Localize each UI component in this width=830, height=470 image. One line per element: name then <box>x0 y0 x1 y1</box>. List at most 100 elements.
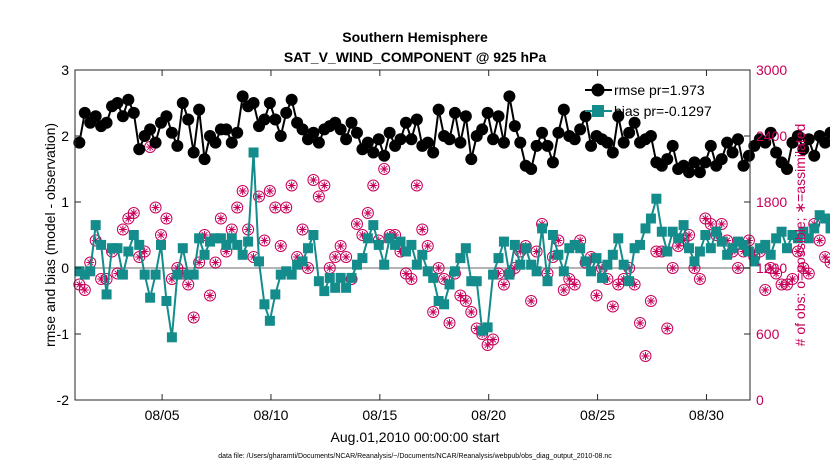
y-tick-label: 3 <box>61 62 69 78</box>
rmse-point <box>601 136 614 149</box>
bias-point <box>156 239 167 250</box>
bias-point <box>368 220 379 231</box>
bias-point <box>618 259 629 270</box>
obs-assimilated-point <box>527 297 536 305</box>
bias-point <box>515 259 526 270</box>
obs-assimilated-point <box>396 247 405 256</box>
rmse-point <box>182 113 195 126</box>
bias-point <box>341 282 352 293</box>
bias-point <box>537 223 548 234</box>
rmse-point <box>100 116 113 129</box>
y2-tick-label: 2400 <box>756 128 787 144</box>
bias-point <box>716 236 727 247</box>
obs-possible-point <box>312 190 325 203</box>
bias-point <box>439 299 450 310</box>
rmse-point <box>732 133 745 146</box>
bias-point <box>526 259 537 270</box>
obs-assimilated-point <box>200 231 209 239</box>
bias-point <box>215 233 226 244</box>
rmse-point <box>530 139 543 152</box>
bias-point <box>292 259 303 270</box>
bias-point <box>645 213 656 224</box>
obs-possible-point <box>307 174 320 186</box>
rmse-point <box>797 143 810 156</box>
rmse-point <box>623 126 636 139</box>
bias-point <box>694 246 705 257</box>
obs-assimilated-point <box>287 181 296 190</box>
obs-possible-point <box>416 223 429 236</box>
rmse-point <box>274 130 287 142</box>
rmse-point <box>574 123 587 136</box>
bias-point <box>390 239 401 250</box>
obs-assimilated-point <box>167 275 176 283</box>
rmse-point <box>737 159 750 172</box>
obs-possible-point <box>252 190 265 203</box>
obs-assimilated-point <box>293 253 302 261</box>
obs-assimilated-point <box>282 203 291 212</box>
rmse-series <box>73 90 830 179</box>
bias-point <box>449 266 460 277</box>
obs-assimilated-point <box>195 258 204 267</box>
bias-point <box>379 259 390 270</box>
obs-assimilated-point <box>238 187 247 195</box>
rmse-point <box>579 110 592 123</box>
rmse-point <box>612 110 625 123</box>
rmse-point <box>307 126 320 139</box>
rmse-point <box>726 146 739 159</box>
bias-point <box>613 233 624 244</box>
bias-point <box>575 243 586 254</box>
obs-possible-point <box>715 218 728 230</box>
bias-point <box>466 276 477 287</box>
obs-possible-point <box>138 245 151 258</box>
obs-assimilated-point <box>690 264 699 272</box>
rmse-point <box>514 136 527 149</box>
rmse-point <box>383 126 396 139</box>
bias-point <box>760 239 771 250</box>
obs-possible-point <box>459 295 472 307</box>
bias-point <box>814 210 825 221</box>
rmse-point <box>699 156 712 169</box>
bias-point <box>351 259 362 270</box>
bias-point <box>749 256 760 267</box>
bias-point <box>684 243 695 254</box>
rmse-point <box>73 136 86 149</box>
obs-assimilated-point <box>625 264 634 272</box>
obs-assimilated-point <box>559 286 568 294</box>
rmse-point <box>481 106 494 119</box>
rmse-point <box>399 116 412 129</box>
obs-possible-point <box>824 256 830 269</box>
x-axis-label: Aug.01,2010 00:00:00 start <box>331 429 500 445</box>
rmse-point <box>421 136 434 149</box>
bias-point <box>281 266 292 277</box>
rmse-point <box>781 163 794 175</box>
obs-possible-point <box>187 311 200 324</box>
bias-point <box>738 239 749 250</box>
y-tick-label: 1 <box>61 194 69 210</box>
obs-assimilated-point <box>614 280 623 289</box>
obs-possible-point <box>236 185 249 197</box>
obs-assimilated-point <box>499 280 508 289</box>
obs-assimilated-point <box>342 253 351 261</box>
obs-assimilated-point <box>157 231 166 239</box>
bias-point <box>531 266 542 277</box>
rmse-point <box>236 90 249 103</box>
obs-possible-point <box>318 179 331 192</box>
bias-point <box>275 269 286 280</box>
bias-point <box>580 256 591 267</box>
obs-assimilated-point <box>494 269 503 278</box>
obs-possible-point <box>149 201 162 214</box>
obs-assimilated-point <box>576 236 585 245</box>
obs-assimilated-point <box>630 280 639 289</box>
rmse-point <box>258 113 271 126</box>
rmse-point <box>824 126 830 139</box>
obs-assimilated-point <box>608 302 617 311</box>
bias-point <box>286 269 297 280</box>
bias-point <box>743 246 754 257</box>
obs-possible-point <box>127 207 140 219</box>
bias-point <box>705 243 716 254</box>
obs-assimilated-point <box>358 231 367 239</box>
rmse-point <box>721 136 734 149</box>
rmse-point <box>340 133 353 146</box>
obs-assimilated-point <box>603 275 612 283</box>
bias-point <box>782 243 793 254</box>
